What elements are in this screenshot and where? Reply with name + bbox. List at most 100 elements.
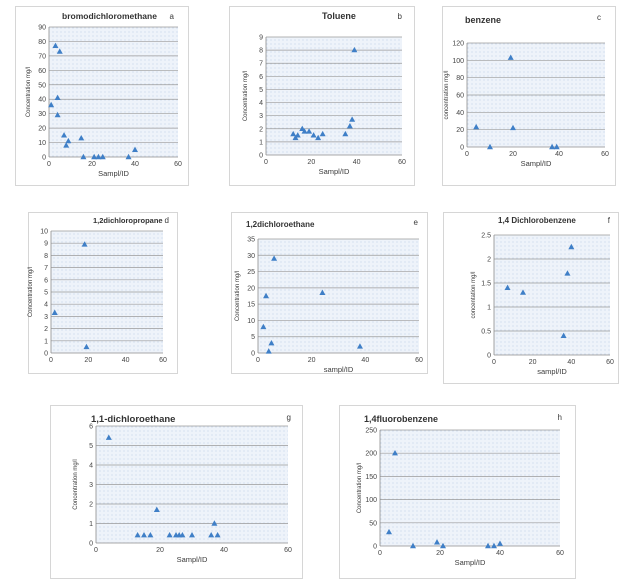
y-tick-label: 6	[89, 424, 93, 431]
x-tick-label: 60	[606, 359, 614, 366]
y-tick-label: 4	[259, 100, 263, 107]
data-point	[351, 46, 358, 53]
data-point	[310, 132, 317, 138]
x-tick-label: 0	[256, 357, 260, 364]
data-point	[78, 135, 85, 141]
data-point	[125, 153, 132, 160]
x-tick-label: 0	[47, 161, 51, 168]
y-tick-label: 6	[44, 277, 48, 284]
panel-letter: h	[558, 413, 562, 422]
panel-b: 0 1 2 3 4 5 6 7 8 9 0 20 40 60 Toluene b Sampl/ID Concent…	[229, 6, 415, 186]
data-point	[290, 130, 297, 137]
data-point	[560, 332, 567, 338]
y-tick-label: 0	[251, 351, 255, 358]
y-tick-label: 100	[452, 58, 464, 65]
y-tick-label: 1	[487, 305, 491, 312]
y-axis-label: concentation mg/l	[471, 271, 477, 318]
plot-area	[258, 239, 419, 353]
x-axis-label: Sampl/ID	[177, 555, 208, 564]
x-tick-label: 60	[601, 151, 609, 158]
y-axis-label: Concentration mg/l	[73, 459, 79, 509]
data-point	[564, 270, 571, 276]
x-tick-label: 40	[496, 550, 504, 557]
plot-area	[380, 430, 560, 546]
data-point	[134, 532, 141, 538]
x-tick-label: 20	[529, 359, 537, 366]
panel-letter: g	[287, 413, 291, 422]
y-tick-label: 7	[259, 61, 263, 68]
x-tick-label: 60	[174, 161, 182, 168]
x-tick-label: 40	[353, 159, 361, 166]
data-point	[81, 241, 88, 247]
data-point	[56, 48, 63, 54]
y-tick-label: 15	[247, 302, 255, 309]
data-point	[386, 528, 392, 535]
data-point	[294, 132, 301, 138]
chart-title: benzene	[465, 15, 501, 25]
y-tick-label: 4	[89, 463, 93, 470]
y-axis-label: Concentration mg/l	[235, 271, 241, 321]
panel-f: 0 0.5 1 1.5 2 2.5 0 20 40 60 1,4 Dichlorobenzene f s…	[443, 212, 619, 384]
panel-letter: a	[170, 12, 175, 21]
x-tick-label: 60	[284, 547, 292, 554]
x-tick-label: 0	[492, 359, 496, 366]
panel-letter: c	[597, 13, 601, 22]
y-tick-label: 50	[38, 82, 46, 89]
chart-title: 1,1-dichloroethane	[91, 414, 175, 425]
y-tick-label: 5	[259, 87, 263, 94]
y-tick-label: 9	[44, 241, 48, 248]
panel-d: 0 1 2 3 4 5 6 7 8 9 10 0 20 40 60 1,2dichloropropane d Co…	[28, 212, 178, 374]
panel-a: 0 10 20 30 40 50 60 70 80 90 0 20 40 60 bromodichlorom…	[15, 6, 189, 186]
chart-title: 1,2dichloropropane	[93, 216, 163, 225]
x-axis-label: Sampl/ID	[455, 558, 486, 567]
data-point	[91, 153, 98, 160]
y-tick-label: 150	[365, 474, 377, 481]
y-tick-label: 250	[365, 428, 377, 435]
y-tick-label: 1.5	[481, 281, 491, 288]
panel-letter: f	[608, 216, 611, 225]
data-point	[179, 532, 186, 538]
data-point	[166, 532, 173, 538]
x-tick-label: 20	[84, 357, 92, 364]
y-tick-label: 20	[456, 127, 464, 134]
chart-e: 0 5 10 15 20 25 30 35 0 20 40 60 1,2dichloroethane e s…	[235, 218, 423, 374]
x-tick-label: 60	[415, 357, 423, 364]
y-tick-label: 20	[247, 285, 255, 292]
data-point	[214, 532, 221, 538]
data-point	[440, 542, 446, 549]
data-point	[265, 348, 272, 354]
y-tick-label: 1	[89, 521, 93, 528]
data-point	[568, 243, 575, 250]
y-tick-label: 35	[247, 237, 255, 244]
y-tick-label: 0	[259, 153, 263, 160]
data-point	[491, 542, 497, 549]
y-tick-label: 2	[44, 326, 48, 333]
x-tick-label: 20	[436, 550, 444, 557]
x-tick-label: 40	[122, 357, 130, 364]
y-tick-label: 5	[251, 334, 255, 341]
data-point	[549, 143, 556, 150]
x-tick-label: 0	[49, 357, 53, 364]
data-point	[271, 255, 278, 261]
data-point	[473, 123, 480, 130]
y-tick-label: 200	[365, 451, 377, 458]
data-point	[507, 54, 514, 60]
y-tick-label: 100	[365, 497, 377, 504]
chart-title: 1,2dichloroethane	[246, 220, 315, 229]
y-tick-label: 1	[259, 139, 263, 146]
x-tick-label: 0	[264, 159, 268, 166]
y-tick-label: 40	[38, 97, 46, 104]
y-tick-label: 2.5	[481, 233, 491, 240]
data-point	[268, 340, 275, 346]
y-tick-label: 30	[38, 111, 46, 118]
y-tick-label: 0	[373, 544, 377, 551]
data-point	[61, 132, 68, 138]
y-tick-label: 120	[452, 41, 464, 48]
x-tick-label: 20	[308, 357, 316, 364]
y-tick-label: 0	[44, 351, 48, 358]
chart-b: 0 1 2 3 4 5 6 7 8 9 0 20 40 60 Toluene b Sampl/ID Concent…	[243, 11, 406, 176]
data-point	[153, 506, 160, 513]
y-tick-label: 20	[38, 126, 46, 133]
panel-c: 0 20 40 60 80 100 120 0 20 40 60 benzene c Sampl/ID co…	[442, 6, 616, 186]
